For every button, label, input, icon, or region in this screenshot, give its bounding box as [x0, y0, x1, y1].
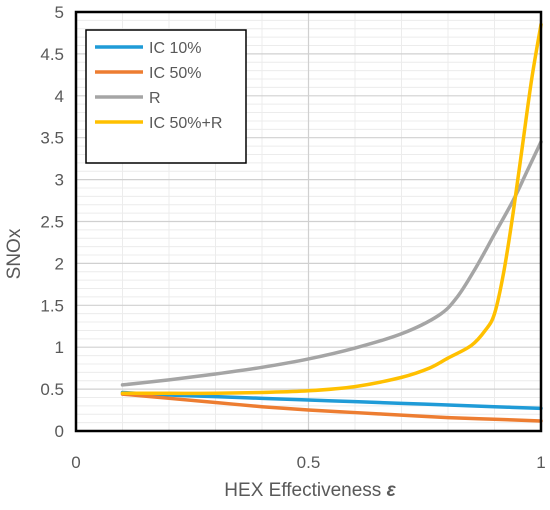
series-lines	[120, 22, 543, 423]
x-axis-label-text: HEX Effectiveness	[224, 480, 381, 501]
legend-label-ic-50: IC 50%	[149, 65, 201, 82]
legend-label-r: R	[149, 90, 161, 107]
y-tick-label: 5	[55, 3, 64, 22]
y-tick-label: 1	[55, 338, 64, 357]
series-line-ic-50	[120, 392, 543, 423]
y-tick-label: 0	[55, 422, 64, 441]
y-tick-label: 1.5	[40, 296, 64, 315]
series-line-r	[120, 140, 543, 387]
legend-label-ic-10: IC 10%	[149, 40, 201, 57]
x-axis-label-symbol: ε	[387, 480, 397, 501]
legend: IC 10% IC 50% R IC 50%+R	[85, 29, 247, 164]
y-tick-label: 2.5	[40, 213, 64, 232]
y-tick-label: 3	[55, 171, 64, 190]
y-tick-label: 3.5	[40, 129, 64, 148]
x-tick-label: 1	[536, 453, 545, 472]
plot-frame	[74, 10, 543, 433]
x-tick-label: 0.5	[297, 453, 321, 472]
x-axis-label: HEX Effectiveness ε	[224, 480, 396, 501]
series-line-ic-10	[120, 390, 543, 411]
y-tick-label: 2	[55, 254, 64, 273]
y-axis-label: SNOx	[4, 228, 25, 279]
y-tick-label: 4	[55, 87, 64, 106]
x-tick-label: 0	[71, 453, 80, 472]
y-tick-label: 0.5	[40, 380, 64, 399]
legend-label-ic-50-r: IC 50%+R	[149, 115, 222, 132]
x-axis-ticks: 0 0.5 1	[71, 453, 545, 472]
y-tick-label: 4.5	[40, 45, 64, 64]
series-line-ic-50-r	[120, 22, 543, 396]
y-axis-ticks: 0 0.5 1 1.5 2 2.5 3 3.5 4 4.5 5	[40, 3, 64, 441]
